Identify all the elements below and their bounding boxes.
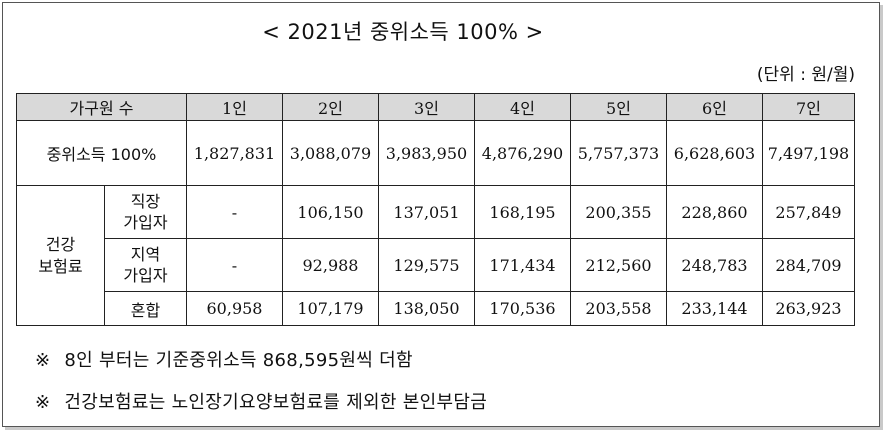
header-col-4: 4인 [474,93,571,121]
header-col-6: 6인 [666,93,763,121]
note-symbol: ※ [35,392,51,413]
income-table: 가구원 수 1인 2인 3인 4인 5인 6인 7인 중위소득 100% 1,8… [16,93,855,326]
note-insurance: ※ 건강보험료는 노인장기요양보험료를 제외한 본인부담금 [35,388,487,414]
header-col-7: 7인 [762,93,855,121]
cell-mixed-7: 263,923 [762,291,855,326]
header-row: 가구원 수 1인 2인 3인 4인 5인 6인 7인 [16,93,855,121]
row-label-insurance: 건강 보험료 [16,185,105,326]
cell-mixed-3: 138,050 [378,291,475,326]
header-household-size: 가구원 수 [16,93,187,121]
header-col-1: 1인 [186,93,283,121]
cell-mixed-2: 107,179 [282,291,379,326]
cell-regional-4: 171,434 [474,238,571,292]
cell-mixed-1: 60,958 [186,291,283,326]
row-label-employee: 직장 가입자 [104,185,187,239]
cell-employee-4: 168,195 [474,185,571,239]
table-row-employee: 건강 보험료 직장 가입자 - 106,150 137,051 168,195 … [16,185,855,326]
cell-median-5: 5,757,373 [570,120,667,186]
note-symbol: ※ [35,350,51,371]
cell-regional-3: 129,575 [378,238,475,292]
cell-median-3: 3,983,950 [378,120,475,186]
cell-median-7: 7,497,198 [762,120,855,186]
document-frame: < 2021년 중위소득 100% > (단위 : 원/월) 가구원 수 1인 … [2,2,880,427]
row-label-mixed: 혼합 [104,291,187,326]
cell-employee-3: 137,051 [378,185,475,239]
cell-median-4: 4,876,290 [474,120,571,186]
unit-label: (단위 : 원/월) [756,65,855,85]
cell-mixed-6: 233,144 [666,291,763,326]
cell-median-2: 3,088,079 [282,120,379,186]
table-row-mixed: 혼합 60,958 107,179 138,050 170,536 203,55… [17,291,855,326]
header-col-3: 3인 [378,93,475,121]
note-text: 건강보험료는 노인장기요양보험료를 제외한 본인부담금 [64,392,488,413]
page-title: < 2021년 중위소득 100% > [262,20,544,44]
cell-median-6: 6,628,603 [666,120,763,186]
header-col-5: 5인 [570,93,667,121]
cell-employee-7: 257,849 [762,185,855,239]
cell-regional-7: 284,709 [762,238,855,292]
note-text: 8인 부터는 기준중위소득 868,595원씩 더함 [64,350,413,371]
table-row-median: 중위소득 100% 1,827,831 3,088,079 3,983,950 … [16,120,855,186]
cell-employee-6: 228,860 [666,185,763,239]
cell-mixed-4: 170,536 [474,291,571,326]
cell-mixed-5: 203,558 [570,291,667,326]
table-row-regional: 지역 가입자 - 92,988 129,575 171,434 212,560 … [17,238,855,292]
cell-employee-1: - [186,185,283,239]
cell-median-1: 1,827,831 [186,120,283,186]
cell-regional-5: 212,560 [570,238,667,292]
cell-regional-1: - [186,238,283,292]
note-extra-household: ※ 8인 부터는 기준중위소득 868,595원씩 더함 [35,346,413,372]
cell-employee-5: 200,355 [570,185,667,239]
cell-regional-6: 248,783 [666,238,763,292]
cell-regional-2: 92,988 [282,238,379,292]
row-label-median: 중위소득 100% [16,120,187,186]
header-col-2: 2인 [282,93,379,121]
row-label-regional: 지역 가입자 [104,238,187,292]
cell-employee-2: 106,150 [282,185,379,239]
